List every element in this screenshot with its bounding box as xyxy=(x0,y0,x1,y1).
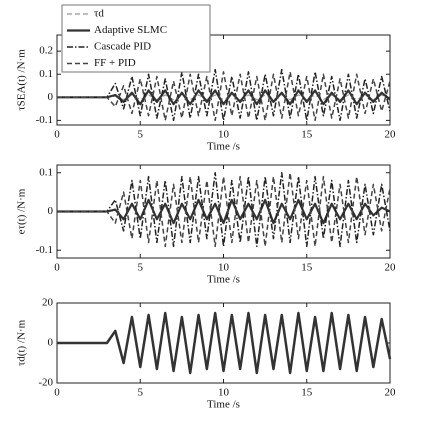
y-tick-label: 0.1 xyxy=(39,68,53,80)
x-tick-label: 20 xyxy=(385,387,397,399)
x-tick-label: 10 xyxy=(218,129,230,141)
x-tick-label: 20 xyxy=(385,262,397,274)
x-tick-label: 0 xyxy=(54,262,60,274)
series-line xyxy=(57,172,391,248)
y-tick-label: 0.2 xyxy=(39,45,53,57)
y-tick-label: 0.1 xyxy=(39,166,53,178)
series-line xyxy=(57,89,391,106)
x-tick-label: 20 xyxy=(385,129,397,141)
y-tick-label: 0 xyxy=(48,91,54,103)
series-line xyxy=(57,68,391,122)
legend-label: Adaptive SLMC xyxy=(94,24,167,36)
x-tick-label: 5 xyxy=(138,262,144,274)
series-line xyxy=(57,71,391,122)
y-tick-label: 0 xyxy=(48,337,54,349)
x-axis-label: Time /s xyxy=(207,141,240,153)
x-tick-label: 5 xyxy=(138,129,144,141)
series-line xyxy=(57,198,391,225)
x-tick-label: 10 xyxy=(218,262,230,274)
x-tick-label: 15 xyxy=(301,262,313,274)
x-tick-label: 0 xyxy=(54,129,60,141)
series-line xyxy=(57,311,392,375)
series-line xyxy=(57,172,391,248)
y-axis-label: τSEA(t) /N·m xyxy=(16,49,28,111)
y-tick-label: -20 xyxy=(38,377,53,389)
legend-label: Cascade PID xyxy=(94,41,151,53)
y-tick-label: 0 xyxy=(48,205,54,217)
y-axis-label: eτ(t) /N·m xyxy=(16,188,28,234)
x-tick-label: 5 xyxy=(138,387,144,399)
x-tick-label: 10 xyxy=(218,387,230,399)
x-tick-label: 15 xyxy=(301,387,313,399)
y-tick-label: -0.1 xyxy=(36,244,53,256)
y-tick-label: -0.1 xyxy=(36,114,53,126)
x-axis-label: Time /s xyxy=(207,399,240,411)
x-tick-label: 0 xyxy=(54,387,60,399)
legend-label: FF + PID xyxy=(94,57,136,69)
x-tick-label: 15 xyxy=(301,129,313,141)
x-axis-label: Time /s xyxy=(207,274,240,286)
legend-box xyxy=(61,4,211,73)
legend-label: τd xyxy=(94,8,104,20)
y-axis-label: τd(t) /N·m xyxy=(16,319,28,366)
y-tick-label: 20 xyxy=(42,297,54,309)
